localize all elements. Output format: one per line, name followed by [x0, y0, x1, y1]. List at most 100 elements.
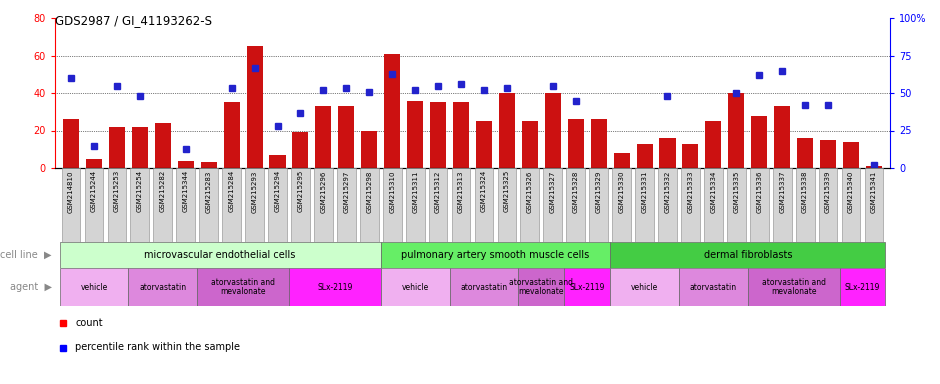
Bar [177, 168, 196, 242]
Text: atorvastatin: atorvastatin [139, 283, 186, 291]
Bar [727, 168, 745, 242]
Bar [155, 123, 171, 168]
Text: GSM215339: GSM215339 [825, 170, 831, 213]
Text: GSM215341: GSM215341 [871, 170, 877, 213]
Bar [610, 268, 679, 306]
Bar [568, 119, 584, 168]
Bar [612, 168, 631, 242]
Bar [178, 161, 194, 168]
Bar [476, 121, 492, 168]
Text: GSM214810: GSM214810 [68, 170, 74, 213]
Text: percentile rank within the sample: percentile rank within the sample [75, 343, 240, 353]
Bar [406, 168, 425, 242]
Bar [773, 168, 791, 242]
Bar [819, 168, 838, 242]
Bar [796, 168, 815, 242]
Bar [682, 144, 698, 168]
Text: microvascular endothelial cells: microvascular endothelial cells [145, 250, 296, 260]
Bar [839, 268, 885, 306]
Bar [522, 121, 538, 168]
Bar [407, 101, 423, 168]
Bar [85, 168, 103, 242]
Bar [679, 268, 748, 306]
Bar [797, 138, 813, 168]
Text: GSM215331: GSM215331 [641, 170, 648, 213]
Bar [107, 168, 126, 242]
Text: GSM215294: GSM215294 [274, 170, 280, 212]
Text: GSM215338: GSM215338 [802, 170, 808, 213]
Text: GSM215297: GSM215297 [343, 170, 350, 213]
Bar [543, 168, 562, 242]
Bar [59, 268, 129, 306]
Bar [750, 168, 769, 242]
Text: GSM215282: GSM215282 [160, 170, 165, 212]
Bar [449, 268, 518, 306]
Text: GSM215313: GSM215313 [458, 170, 464, 213]
Text: GSM215325: GSM215325 [504, 170, 509, 212]
Bar [499, 93, 515, 168]
Bar [431, 103, 446, 168]
Bar [453, 103, 469, 168]
Bar [381, 268, 449, 306]
Bar [59, 242, 381, 268]
Text: GSM215336: GSM215336 [757, 170, 762, 213]
Bar [545, 93, 561, 168]
Bar [315, 106, 332, 168]
Text: SLx-2119: SLx-2119 [570, 283, 604, 291]
Bar [270, 155, 286, 168]
Text: GSM215253: GSM215253 [114, 170, 120, 212]
Bar [566, 168, 585, 242]
Bar [383, 168, 401, 242]
Bar [197, 268, 289, 306]
Text: count: count [75, 318, 102, 328]
Bar [361, 131, 377, 168]
Text: GSM215328: GSM215328 [572, 170, 579, 213]
Text: atorvastatin: atorvastatin [461, 283, 508, 291]
Text: cell line  ▶: cell line ▶ [1, 250, 52, 260]
Bar [63, 119, 79, 168]
Bar [292, 132, 308, 168]
Bar [681, 168, 700, 242]
Bar [610, 242, 885, 268]
Bar [338, 106, 354, 168]
Text: GSM215324: GSM215324 [481, 170, 487, 212]
Bar [636, 144, 652, 168]
Bar [132, 127, 148, 168]
Text: atorvastatin and
mevalonate: atorvastatin and mevalonate [509, 278, 573, 296]
Text: SLx-2119: SLx-2119 [317, 283, 352, 291]
Text: vehicle: vehicle [81, 283, 107, 291]
Bar [518, 268, 564, 306]
Text: dermal fibroblasts: dermal fibroblasts [703, 250, 792, 260]
Text: atorvastatin: atorvastatin [690, 283, 737, 291]
Bar [705, 121, 721, 168]
Bar [451, 168, 470, 242]
Bar [429, 168, 447, 242]
Bar [291, 168, 310, 242]
Text: GSM215293: GSM215293 [252, 170, 258, 213]
Bar [268, 168, 287, 242]
Bar [153, 168, 172, 242]
Bar [614, 153, 630, 168]
Bar [590, 119, 606, 168]
Bar [224, 103, 240, 168]
Bar [199, 168, 218, 242]
Text: GSM215330: GSM215330 [619, 170, 624, 213]
Bar [635, 168, 654, 242]
Bar [748, 268, 839, 306]
Bar [658, 168, 677, 242]
Text: GSM215310: GSM215310 [389, 170, 395, 213]
Bar [751, 116, 767, 168]
Bar [841, 168, 860, 242]
Text: GSM215337: GSM215337 [779, 170, 785, 213]
Bar [129, 268, 197, 306]
Bar [381, 242, 610, 268]
Text: GSM215283: GSM215283 [206, 170, 212, 213]
Text: GSM215340: GSM215340 [848, 170, 854, 213]
Text: GSM215327: GSM215327 [550, 170, 556, 213]
Bar [865, 168, 884, 242]
Bar [475, 168, 494, 242]
Text: GSM215311: GSM215311 [412, 170, 418, 213]
Bar [384, 54, 400, 168]
Text: vehicle: vehicle [631, 283, 658, 291]
Text: GSM215254: GSM215254 [137, 170, 143, 212]
